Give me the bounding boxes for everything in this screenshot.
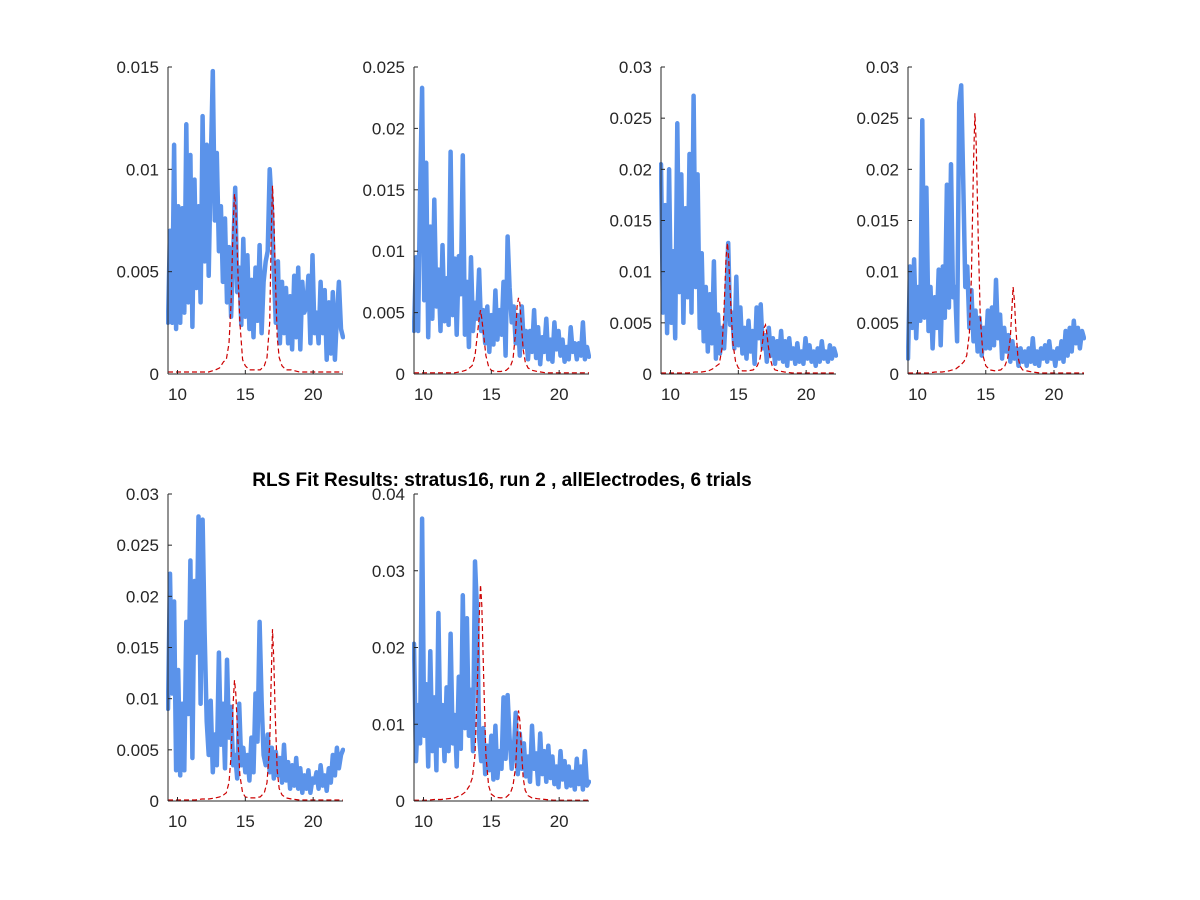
y-tick-label: 0.005 [609, 314, 652, 333]
subplot-grid: 0 0.005 0.01 0.015 10 15 20 0 0.005 0.01 0.015 0.02… [116, 58, 1086, 831]
y-tick-label: 0 [150, 792, 159, 811]
y-tick-label: 0.01 [866, 263, 899, 282]
x-tick-label: 20 [797, 385, 816, 404]
y-tick-label: 0.04 [372, 485, 405, 504]
x-tick-label: 20 [1045, 385, 1064, 404]
y-tick-label: 0.025 [116, 536, 159, 555]
y-tick-label: 0.01 [619, 263, 652, 282]
y-tick-label: 0.03 [866, 58, 899, 77]
x-tick-label: 15 [976, 385, 995, 404]
y-tick-label: 0.03 [126, 485, 159, 504]
measured-spectrum-line [166, 68, 345, 362]
y-tick-label: 0.01 [372, 715, 405, 734]
measured-spectrum-line [412, 85, 591, 367]
subplot-3: 0 0.005 0.01 0.015 0.02 0.025 0.03 10 15 20 [609, 58, 838, 404]
x-tick-label: 10 [168, 385, 187, 404]
fit-curve-line [661, 242, 836, 374]
measured-spectrum-line [166, 514, 345, 796]
subplot-1: 0 0.005 0.01 0.015 10 15 20 [116, 58, 345, 404]
y-tick-label: 0.02 [619, 160, 652, 179]
x-tick-label: 15 [482, 385, 501, 404]
y-tick-label: 0.025 [856, 109, 899, 128]
y-tick-label: 0.01 [126, 160, 159, 179]
fit-curve-line [168, 185, 343, 373]
x-tick-label: 15 [236, 812, 255, 831]
y-tick-label: 0.01 [372, 242, 405, 261]
y-tick-label: 0.005 [116, 263, 159, 282]
x-tick-label: 15 [236, 385, 255, 404]
y-tick-label: 0.02 [866, 160, 899, 179]
subplot-5: 0 0.005 0.01 0.015 0.02 0.025 0.03 10 15 20 [116, 485, 345, 831]
x-tick-label: 20 [550, 812, 569, 831]
y-tick-label: 0.015 [856, 212, 899, 231]
y-tick-label: 0.005 [362, 304, 405, 323]
x-tick-label: 10 [661, 385, 680, 404]
x-tick-label: 20 [550, 385, 569, 404]
x-tick-label: 10 [414, 385, 433, 404]
subplot-4: 0 0.005 0.01 0.015 0.02 0.025 0.03 10 15 20 [856, 58, 1086, 404]
series-group [412, 85, 591, 374]
measured-spectrum-line [412, 516, 591, 792]
fit-curve-line [908, 113, 1084, 374]
y-tick-label: 0.015 [116, 58, 159, 77]
series-group [659, 93, 838, 374]
y-tick-label: 0.015 [609, 212, 652, 231]
series-group [906, 83, 1086, 374]
y-tick-label: 0 [890, 365, 899, 384]
series-group [166, 68, 345, 373]
y-tick-label: 0.015 [362, 181, 405, 200]
x-tick-label: 10 [908, 385, 927, 404]
x-tick-label: 15 [482, 812, 501, 831]
figure-title: RLS Fit Results: stratus16, run 2 , allE… [252, 470, 751, 491]
y-tick-label: 0.02 [126, 587, 159, 606]
measured-spectrum-line [659, 93, 838, 369]
y-tick-label: 0.03 [619, 58, 652, 77]
y-tick-label: 0 [150, 365, 159, 384]
y-tick-label: 0.03 [372, 562, 405, 581]
y-tick-label: 0 [396, 365, 405, 384]
subplot-6: 0 0.01 0.02 0.03 0.04 10 15 20 [372, 485, 591, 831]
y-tick-label: 0 [396, 792, 405, 811]
y-tick-label: 0.02 [372, 119, 405, 138]
y-tick-label: 0.025 [609, 109, 652, 128]
x-tick-label: 10 [414, 812, 433, 831]
y-tick-label: 0.02 [372, 639, 405, 658]
series-group [412, 516, 591, 801]
x-tick-label: 15 [729, 385, 748, 404]
measured-spectrum-line [906, 83, 1086, 369]
y-tick-label: 0 [643, 365, 652, 384]
y-tick-label: 0.015 [116, 639, 159, 658]
x-tick-label: 10 [168, 812, 187, 831]
y-tick-label: 0.005 [116, 741, 159, 760]
series-group [166, 514, 345, 801]
subplot-2: 0 0.005 0.01 0.015 0.02 0.025 10 15 20 [362, 58, 591, 404]
fit-curve-line [414, 297, 589, 374]
x-tick-label: 20 [304, 385, 323, 404]
y-tick-label: 0.005 [856, 314, 899, 333]
y-tick-label: 0.025 [362, 58, 405, 77]
x-tick-label: 20 [304, 812, 323, 831]
fit-curve-line [168, 629, 343, 801]
y-tick-label: 0.01 [126, 690, 159, 709]
